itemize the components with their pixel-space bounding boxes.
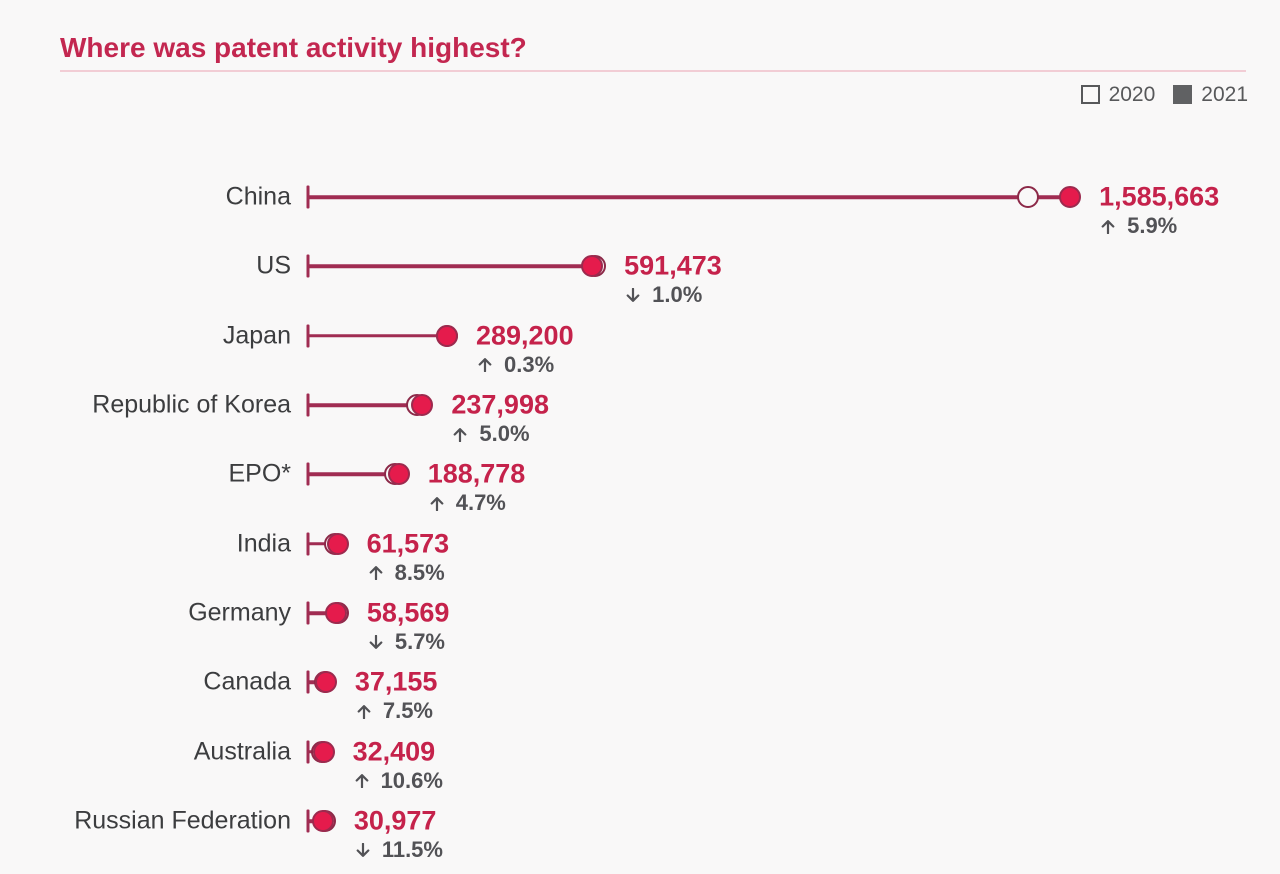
marker-2020 [1016,186,1039,208]
change-percent: 5.7% [394,629,445,655]
down-arrow-icon [369,634,383,650]
legend: 2020 2021 [1080,82,1248,106]
up-arrow-icon [1101,219,1115,234]
down-arrow-icon [626,287,640,303]
change-label: 4.7% [430,492,506,514]
value-label: 188,778 [427,458,526,489]
marker-2021 [411,394,434,417]
axis-tick [306,740,310,764]
row-label: US [256,251,291,280]
value-label: 32,409 [352,736,436,767]
axis-tick [306,809,310,833]
row-label: Russian Federation [74,806,291,835]
value-label: 58,569 [366,597,450,628]
marker-2021 [1059,186,1082,208]
row-label: Canada [203,667,291,696]
axis-tick [306,532,310,556]
up-arrow-icon [369,565,383,581]
row-label: China [225,182,291,211]
value-label: 37,155 [354,666,438,697]
change-label: 7.5% [357,700,433,722]
change-label: 5.9% [1101,215,1177,237]
connector-line [306,195,1071,199]
value-label: 61,573 [366,528,450,559]
value-label: 1,585,663 [1099,181,1220,212]
up-arrow-icon [430,496,444,511]
connector-line [306,611,338,615]
connector-line [306,333,447,338]
change-label: 1.0% [626,284,702,306]
change-percent: 5.9% [1127,213,1178,238]
connector-line [306,264,596,269]
row-label: Germany [188,598,291,627]
change-label: 5.0% [453,421,530,447]
axis-tick [306,254,310,278]
change-percent: 4.7% [455,490,506,516]
marker-2021 [325,602,348,625]
change-percent: 0.3% [503,351,555,377]
row-label: India [236,529,291,557]
change-percent: 5.0% [479,421,530,447]
change-label: 8.5% [369,559,445,585]
connector-line [306,542,338,546]
legend-label-2021: 2021 [1201,82,1248,106]
row-label: Republic of Korea [92,390,291,419]
marker-2021 [311,810,334,833]
axis-tick [306,324,310,348]
change-percent: 1.0% [652,282,703,308]
row-label: Australia [193,737,291,766]
marker-2021 [581,255,604,278]
marker-2021 [326,532,349,555]
change-percent: 11.5% [381,837,443,863]
marker-2021 [314,671,337,694]
change-percent: 7.5% [382,698,433,724]
axis-tick [306,185,310,209]
change-label: 0.3% [478,351,555,377]
axis-tick [306,601,310,625]
axis-tick [306,462,310,486]
change-percent: 10.6% [380,767,443,793]
value-label: 289,200 [475,320,574,351]
change-label: 11.5% [356,839,443,861]
up-arrow-icon [355,773,369,789]
chart-title: Where was patent activity highest? [60,32,527,63]
marker-2021 [312,740,335,763]
connector-line [306,472,399,477]
axis-tick [306,670,310,694]
legend-2020-hollow-square-icon [1080,84,1100,104]
row-label: Japan [222,320,291,349]
row-label: EPO* [228,459,291,488]
change-percent: 8.5% [394,559,445,585]
title-divider-line [60,70,1246,72]
change-label: 10.6% [355,767,443,793]
up-arrow-icon [357,704,371,719]
value-label: 237,998 [451,389,549,420]
legend-2021-filled-square-icon [1173,84,1193,104]
connector-line [306,403,423,407]
legend-label-2020: 2020 [1108,82,1156,106]
down-arrow-icon [356,842,370,858]
value-label: 30,977 [353,805,437,836]
up-arrow-icon [478,357,492,373]
change-label: 5.7% [369,631,445,653]
up-arrow-icon [453,427,467,442]
axis-tick [306,393,310,417]
value-label: 591,473 [624,250,722,281]
marker-2021 [387,463,410,486]
marker-2021 [435,324,458,347]
